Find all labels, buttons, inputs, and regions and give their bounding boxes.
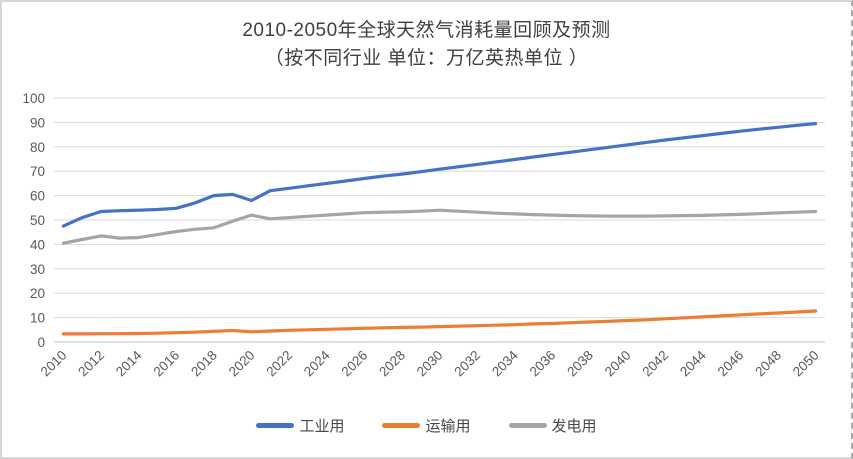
chart-subtitle: （按不同行业 单位：万亿英热单位 ） [264,48,589,69]
legend-label-industrial: 工业用 [299,418,345,435]
x-tick-label: 2030 [414,348,446,380]
x-tick-label: 2026 [339,348,371,380]
chart-title-block: 2010-2050年全球天然气消耗量回顾及预测 （按不同行业 单位：万亿英热单位… [2,17,851,73]
legend-label-power: 发电用 [551,418,597,435]
x-tick-label: 2042 [639,348,671,380]
legend-item-power: 发电用 [508,415,597,436]
chart-title: 2010-2050年全球天然气消耗量回顾及预测 [242,20,611,41]
x-tick-label: 2016 [151,348,183,380]
legend-swatch-industrial [256,423,295,428]
x-tick-label: 2034 [489,347,521,379]
series-line-power [61,208,818,245]
y-tick-label: 50 [30,213,45,228]
legend: 工业用 运输用 发电用 [2,415,851,436]
x-tick-label: 2010 [38,348,70,380]
legend-item-industrial: 工业用 [256,415,344,436]
x-tick-label: 2040 [602,348,634,380]
x-tick-label: 2018 [188,348,220,380]
x-tick-label: 2024 [301,347,333,379]
y-tick-label: 100 [22,91,45,106]
y-tick-label: 40 [30,237,45,252]
y-tick-label: 80 [30,140,45,155]
x-tick-label: 2050 [790,348,822,380]
x-tick-label: 2046 [715,348,747,380]
x-tick-label: 2044 [677,347,709,379]
x-tick-label: 2048 [752,348,784,380]
x-tick-label: 2020 [226,348,258,380]
x-tick-label: 2012 [75,348,107,380]
x-tick-label: 2032 [451,348,483,380]
series-line-transport [61,309,818,336]
x-tick-label: 2038 [564,348,596,380]
y-tick-label: 30 [30,262,45,277]
legend-swatch-transport [382,423,421,428]
x-tick-label: 2028 [376,348,408,380]
series-line-industrial [61,121,818,228]
y-tick-label: 90 [30,115,45,130]
y-tick-label: 10 [30,311,45,326]
legend-swatch-power [508,423,547,428]
y-tick-label: 60 [30,189,45,204]
y-tick-label: 70 [30,164,45,179]
x-tick-label: 2036 [527,348,559,380]
legend-label-transport: 运输用 [425,418,471,435]
legend-item-transport: 运输用 [382,415,471,436]
y-tick-label: 0 [37,335,45,350]
x-tick-label: 2022 [263,348,295,380]
x-tick-label: 2014 [113,347,145,379]
y-tick-label: 20 [30,286,45,301]
